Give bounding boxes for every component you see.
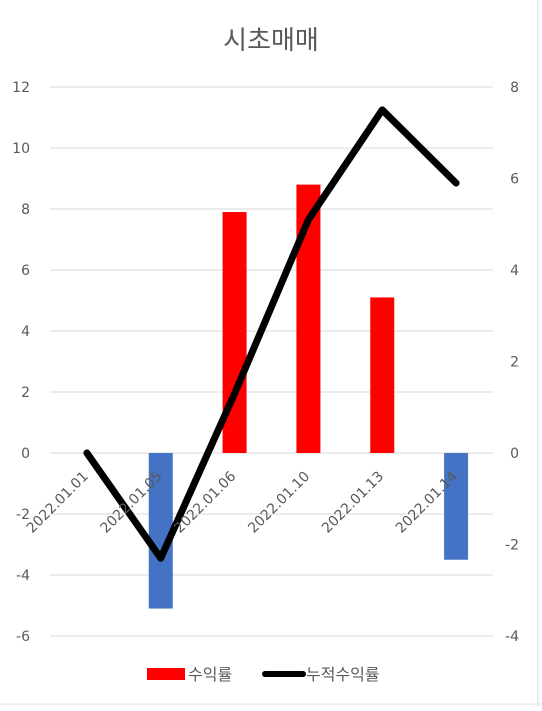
bar [444, 453, 469, 560]
category-label: 2022.01.13 [319, 469, 387, 537]
gridlines [50, 86, 493, 637]
left-tick-label: 4 [21, 324, 30, 340]
left-tick-label: -6 [16, 629, 30, 645]
right-tick-label: -4 [505, 629, 519, 645]
line-point [160, 557, 162, 559]
right-tick-label: 8 [510, 80, 519, 96]
left-tick-label: -2 [16, 507, 30, 523]
right-tick-label: 0 [510, 446, 519, 462]
category-labels: 2022.01.01 2022.01.05 2022.01.06 2022.01.10… [24, 468, 461, 536]
right-tick-label: 4 [510, 263, 519, 279]
legend-label-bar: 수익률 [188, 665, 232, 684]
legend-swatch-bar [147, 668, 185, 680]
right-axis: 8 6 4 2 0 -2 -4 [505, 80, 519, 645]
left-tick-label: -4 [16, 568, 30, 584]
left-tick-label: 8 [21, 202, 30, 218]
legend: 수익률 누적수익률 [147, 665, 380, 684]
bar [296, 184, 321, 453]
right-tick-label: -2 [505, 538, 519, 554]
bar-series [148, 184, 469, 609]
line-point [86, 452, 88, 454]
left-tick-label: 12 [12, 80, 30, 96]
line-point [381, 109, 383, 111]
bar [370, 297, 395, 453]
left-tick-label: 6 [21, 263, 30, 279]
line-series [83, 106, 460, 562]
chart-title: 시초매매 [223, 26, 319, 56]
left-tick-label: 0 [21, 446, 30, 462]
left-tick-label: 10 [12, 141, 30, 157]
line-point [455, 182, 457, 184]
series-line [83, 106, 460, 562]
category-label: 2022.01.06 [171, 468, 239, 536]
line-point [234, 393, 236, 395]
right-tick-label: 2 [510, 355, 519, 371]
bar [148, 453, 173, 609]
line-point [307, 219, 309, 221]
left-tick-label: 2 [21, 385, 30, 401]
left-axis: 12 10 8 6 4 2 0 -2 -4 -6 [12, 80, 30, 645]
category-label: 2022.01.10 [245, 469, 313, 537]
legend-label-line: 누적수익률 [306, 665, 380, 684]
right-tick-label: 6 [510, 172, 519, 188]
category-label: 2022.01.01 [24, 469, 92, 537]
